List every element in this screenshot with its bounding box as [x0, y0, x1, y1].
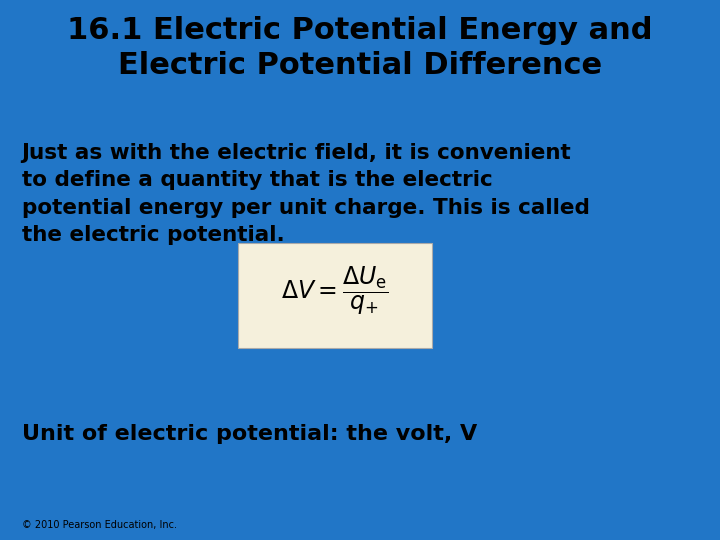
Text: Just as with the electric field, it is convenient
to define a quantity that is t: Just as with the electric field, it is c… [22, 143, 590, 245]
Text: 16.1 Electric Potential Energy and
Electric Potential Difference: 16.1 Electric Potential Energy and Elect… [67, 16, 653, 80]
FancyBboxPatch shape [238, 243, 432, 348]
Text: $\Delta V = \dfrac{\Delta U_{\mathrm{e}}}{q_{+}}$: $\Delta V = \dfrac{\Delta U_{\mathrm{e}}… [281, 264, 389, 316]
Text: Unit of electric potential: the volt, V: Unit of electric potential: the volt, V [22, 424, 477, 444]
Text: © 2010 Pearson Education, Inc.: © 2010 Pearson Education, Inc. [22, 520, 176, 530]
